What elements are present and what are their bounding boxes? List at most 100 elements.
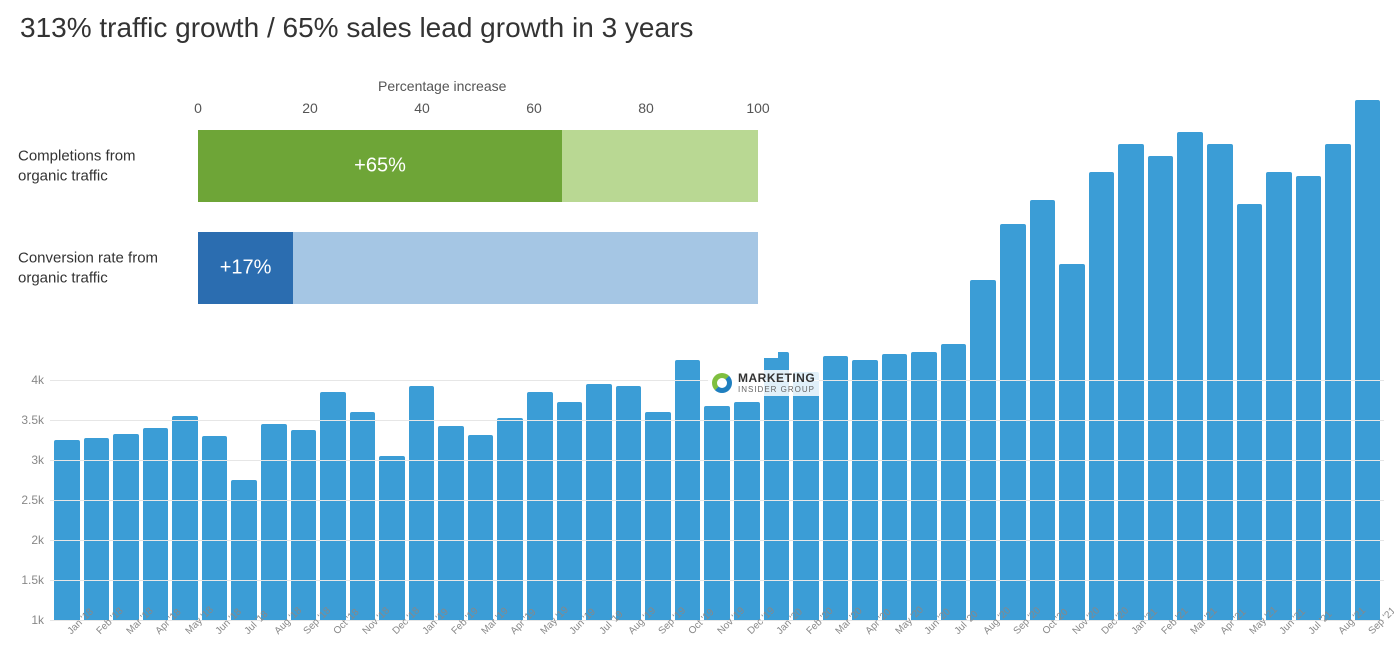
bar xyxy=(468,435,494,620)
x-tick-label: Jan '21 xyxy=(1118,622,1144,666)
inset-x-tick: 100 xyxy=(746,100,769,116)
bar xyxy=(1177,132,1203,620)
page-root: { "title": "313% traffic growth / 65% sa… xyxy=(0,0,1394,670)
x-tick-label: Mar '20 xyxy=(823,622,849,666)
x-tick-label: May '21 xyxy=(1237,622,1263,666)
gridline xyxy=(50,460,1384,461)
x-tick-label: Aug '18 xyxy=(261,622,287,666)
x-tick-label: Aug '19 xyxy=(616,622,642,666)
bar xyxy=(1207,144,1233,620)
x-tick-label: Jan '20 xyxy=(764,622,790,666)
x-tick-label: Apr '21 xyxy=(1207,622,1233,666)
bar xyxy=(704,406,730,620)
logo-ring-icon xyxy=(712,373,732,393)
x-tick-label: Jun '21 xyxy=(1266,622,1292,666)
bar xyxy=(379,456,405,620)
bar xyxy=(970,280,996,620)
x-tick-label: Nov '19 xyxy=(704,622,730,666)
y-tick-label: 3k xyxy=(10,453,44,467)
bar xyxy=(438,426,464,620)
x-tick-label: Jan '18 xyxy=(54,622,80,666)
logo-line2: INSIDER GROUP xyxy=(738,386,815,394)
inset-row-label: Completions from organic traffic xyxy=(18,147,178,186)
bar xyxy=(1000,224,1026,620)
gridline xyxy=(50,580,1384,581)
inset-x-tick: 80 xyxy=(638,100,654,116)
y-tick-label: 2.5k xyxy=(10,493,44,507)
x-tick-label: Sep '21 xyxy=(1355,622,1381,666)
bar xyxy=(734,402,760,620)
logo-text: MARKETING INSIDER GROUP xyxy=(738,372,815,394)
bar xyxy=(1296,176,1322,620)
page-title: 313% traffic growth / 65% sales lead gro… xyxy=(20,12,693,44)
x-tick-label: May '19 xyxy=(527,622,553,666)
bar xyxy=(1266,172,1292,620)
bar xyxy=(84,438,110,620)
bar xyxy=(54,440,80,620)
x-tick-label: Mar '18 xyxy=(113,622,139,666)
bar xyxy=(113,434,139,620)
bar xyxy=(1089,172,1115,620)
marketing-insider-logo: MARKETING INSIDER GROUP xyxy=(708,370,819,396)
bar xyxy=(261,424,287,620)
gridline xyxy=(50,500,1384,501)
x-tick-label: Sep '18 xyxy=(291,622,317,666)
inset-bar-value: +65% xyxy=(354,155,406,178)
x-tick-label: Jan '19 xyxy=(409,622,435,666)
bar xyxy=(1118,144,1144,620)
bar xyxy=(231,480,257,620)
bar xyxy=(793,372,819,620)
inset-row-label: Conversion rate from organic traffic xyxy=(18,249,178,288)
x-tick-label: Jun '18 xyxy=(202,622,228,666)
bar xyxy=(616,386,642,620)
gridline xyxy=(50,540,1384,541)
bar xyxy=(1030,200,1056,620)
inset-row: Conversion rate from organic traffic+17% xyxy=(18,232,778,304)
x-axis-labels: Jan '18Feb '18Mar '18Apr '18May '18Jun '… xyxy=(50,622,1384,666)
bar xyxy=(675,360,701,620)
inset-bar-track: +65% xyxy=(198,130,758,202)
x-tick-label: May '20 xyxy=(882,622,908,666)
x-tick-label: Feb '19 xyxy=(438,622,464,666)
x-tick-label: Dec '20 xyxy=(1089,622,1115,666)
bar xyxy=(1059,264,1085,620)
bar xyxy=(1355,100,1381,620)
x-tick-label: Dec '18 xyxy=(379,622,405,666)
x-tick-label: Jun '20 xyxy=(911,622,937,666)
percentage-inset-chart: Percentage increase 0 20 40 60 80 100 Complet… xyxy=(18,68,778,358)
bar xyxy=(409,386,435,620)
bar xyxy=(320,392,346,620)
x-tick-label: Oct '20 xyxy=(1030,622,1056,666)
x-tick-label: Aug '21 xyxy=(1325,622,1351,666)
bar xyxy=(143,428,169,620)
x-tick-label: Oct '18 xyxy=(320,622,346,666)
y-tick-label: 3.5k xyxy=(10,413,44,427)
x-tick-label: Mar '21 xyxy=(1177,622,1203,666)
x-tick-label: Sep '20 xyxy=(1000,622,1026,666)
inset-x-tick: 20 xyxy=(302,100,318,116)
x-tick-label: Aug '20 xyxy=(970,622,996,666)
inset-x-axis: 020406080100 xyxy=(198,100,758,120)
x-tick-label: Feb '20 xyxy=(793,622,819,666)
bar xyxy=(291,430,317,620)
inset-row: Completions from organic traffic +65% xyxy=(18,130,778,202)
x-tick-label: Apr '19 xyxy=(497,622,523,666)
y-tick-label: 1.5k xyxy=(10,573,44,587)
x-tick-label: Jun '19 xyxy=(557,622,583,666)
bar xyxy=(202,436,228,620)
bar xyxy=(497,418,523,620)
inset-x-tick: 0 xyxy=(194,100,202,116)
bar xyxy=(852,360,878,620)
gridline xyxy=(50,420,1384,421)
x-tick-label: Oct '19 xyxy=(675,622,701,666)
inset-x-tick: 40 xyxy=(414,100,430,116)
bar xyxy=(172,416,198,620)
inset-title: Percentage increase xyxy=(378,78,506,94)
inset-x-tick: 60 xyxy=(526,100,542,116)
bar xyxy=(1325,144,1351,620)
x-tick-label: Jul '18 xyxy=(231,622,257,666)
bar xyxy=(350,412,376,620)
x-tick-label: Dec '19 xyxy=(734,622,760,666)
x-tick-label: Feb '18 xyxy=(84,622,110,666)
x-tick-label: May '18 xyxy=(172,622,198,666)
